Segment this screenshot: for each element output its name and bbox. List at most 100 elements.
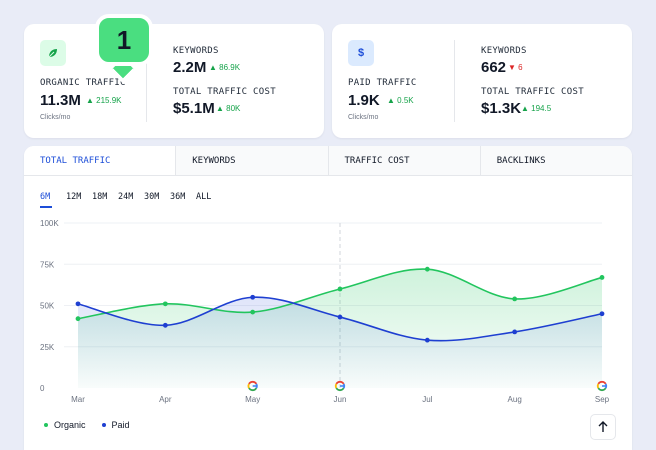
- organic-cost-delta: ▲ 80K: [216, 104, 241, 113]
- google-icon-arc: [334, 383, 338, 389]
- paid-keywords-value: 662: [481, 59, 507, 76]
- organic-traffic-delta-value: 215.9K: [96, 96, 122, 105]
- paid-traffic-delta-value: 0.5K: [397, 96, 414, 105]
- y-tick-label: 0: [40, 384, 45, 393]
- google-icon-arc: [596, 383, 600, 389]
- paid-point: [599, 311, 605, 317]
- paid-keywords-delta-value: 6: [518, 63, 523, 72]
- organic-cost-label: TOTAL TRAFFIC COST: [173, 87, 276, 97]
- organic-traffic-unit: Clicks/mo: [40, 114, 71, 121]
- legend-organic[interactable]: Organic: [44, 420, 86, 430]
- tab-backlinks[interactable]: BACKLINKS: [480, 146, 632, 175]
- organic-point: [162, 301, 168, 307]
- organic-keywords-delta-value: 86.9K: [219, 63, 241, 72]
- paid-cost-value: $1.3K: [481, 100, 522, 117]
- google-icon-arc: [248, 380, 258, 385]
- organic-point: [250, 309, 256, 315]
- y-tick-label: 75K: [40, 260, 55, 269]
- legend-paid-dot: [101, 423, 106, 427]
- x-tick-label: Aug: [508, 395, 522, 404]
- paid-keywords-delta: ▼ 6: [508, 63, 523, 72]
- chart-points: [75, 266, 605, 343]
- paid-cost-delta: ▲ 194.5: [521, 104, 552, 113]
- range-36m[interactable]: 36M: [170, 192, 186, 202]
- range-selector: 6M 12M 18M 24M 30M 36M ALL: [40, 192, 222, 208]
- google-icon-arc: [335, 380, 345, 385]
- range-12m[interactable]: 12M: [66, 192, 82, 202]
- organic-keywords-label: KEYWORDS: [173, 46, 219, 56]
- traffic-chart-card: TOTAL TRAFFIC KEYWORDS TRAFFIC COST BACK…: [24, 146, 632, 450]
- y-tick-label: 50K: [40, 302, 55, 311]
- paid-traffic-label: PAID TRAFFIC: [348, 78, 417, 88]
- paid-keywords-label: KEYWORDS: [481, 46, 527, 56]
- leaf-icon: [40, 40, 66, 66]
- arrow-up-icon: [598, 421, 608, 432]
- organic-keywords-delta: ▲ 86.9K: [209, 63, 241, 72]
- paid-area: [78, 297, 602, 388]
- organic-point: [512, 296, 518, 302]
- organic-point: [599, 275, 605, 280]
- google-icon: [596, 380, 608, 392]
- paid-point: [512, 329, 518, 335]
- organic-cost-delta-value: 80K: [226, 104, 241, 113]
- step-badge: 1: [95, 14, 153, 66]
- x-tick-label: May: [245, 395, 260, 404]
- x-tick-label: Sep: [595, 395, 610, 404]
- paid-point: [424, 337, 430, 343]
- google-icon: [247, 380, 258, 392]
- paid-traffic-delta: ▲ 0.5K: [387, 96, 414, 105]
- dollar-icon: $: [348, 40, 374, 66]
- organic-traffic-delta: ▲ 215.9K: [86, 96, 122, 105]
- legend-organic-dot: [44, 423, 48, 427]
- organic-cost-value: $5.1M: [173, 100, 215, 117]
- paid-point: [162, 322, 168, 328]
- range-6m[interactable]: 6M: [40, 192, 52, 208]
- organic-keywords-value: 2.2M: [173, 59, 207, 76]
- google-icon-arc: [597, 387, 607, 392]
- tab-traffic-cost[interactable]: TRAFFIC COST: [328, 146, 481, 175]
- organic-point: [337, 286, 343, 292]
- google-icon-arc: [597, 380, 607, 385]
- google-icon-arc: [255, 383, 258, 389]
- paid-traffic-card: $ PAID TRAFFIC 1.9K ▲ 0.5K Clicks/mo KEY…: [332, 24, 632, 138]
- chart-legend: Organic Paid: [44, 420, 130, 430]
- tab-total-traffic[interactable]: TOTAL TRAFFIC: [24, 146, 177, 175]
- y-tick-label: 25K: [40, 343, 55, 352]
- google-icon: [334, 380, 346, 392]
- x-tick-label: Jul: [422, 395, 432, 404]
- google-icon-arc: [248, 387, 258, 392]
- traffic-chart: 100K 75K 50K 25K 0 Mar Apr May Jun Jul Aug Sep: [40, 219, 610, 404]
- organic-point: [75, 316, 81, 322]
- organic-traffic-label: ORGANIC TRAFFIC: [40, 78, 126, 88]
- tab-keywords[interactable]: KEYWORDS: [176, 146, 329, 175]
- range-all[interactable]: ALL: [196, 192, 212, 202]
- google-icon-arc: [335, 387, 345, 392]
- paid-point: [337, 314, 343, 320]
- paid-cost-delta-value: 194.5: [531, 104, 552, 113]
- x-tick-label: Mar: [71, 395, 85, 404]
- chart-tabs: TOTAL TRAFFIC KEYWORDS TRAFFIC COST BACK…: [24, 146, 632, 176]
- organic-traffic-card: ORGANIC TRAFFIC 11.3M ▲ 215.9K Clicks/mo…: [24, 24, 324, 138]
- legend-paid-label: Paid: [111, 420, 130, 430]
- range-24m[interactable]: 24M: [118, 192, 134, 202]
- card-divider: [146, 40, 147, 122]
- legend-paid[interactable]: Paid: [101, 420, 130, 430]
- google-icon-arc: [247, 383, 250, 389]
- y-tick-label: 100K: [40, 219, 59, 228]
- range-18m[interactable]: 18M: [92, 192, 108, 202]
- chart-areas: [78, 269, 602, 388]
- scroll-to-top-button[interactable]: [590, 414, 616, 440]
- range-30m[interactable]: 30M: [144, 192, 160, 202]
- x-tick-label: Jun: [334, 395, 347, 404]
- organic-point: [424, 266, 430, 272]
- paid-cost-label: TOTAL TRAFFIC COST: [481, 87, 584, 97]
- legend-organic-label: Organic: [54, 420, 86, 430]
- paid-point: [75, 301, 81, 307]
- organic-traffic-value: 11.3M: [40, 92, 81, 109]
- paid-traffic-unit: Clicks/mo: [348, 114, 379, 121]
- x-tick-label: Apr: [159, 395, 172, 404]
- card-divider: [454, 40, 455, 122]
- paid-point: [250, 294, 256, 300]
- paid-traffic-value: 1.9K: [348, 92, 380, 109]
- chart-labels: 100K 75K 50K 25K 0 Mar Apr May Jun Jul Aug Sep: [40, 219, 610, 404]
